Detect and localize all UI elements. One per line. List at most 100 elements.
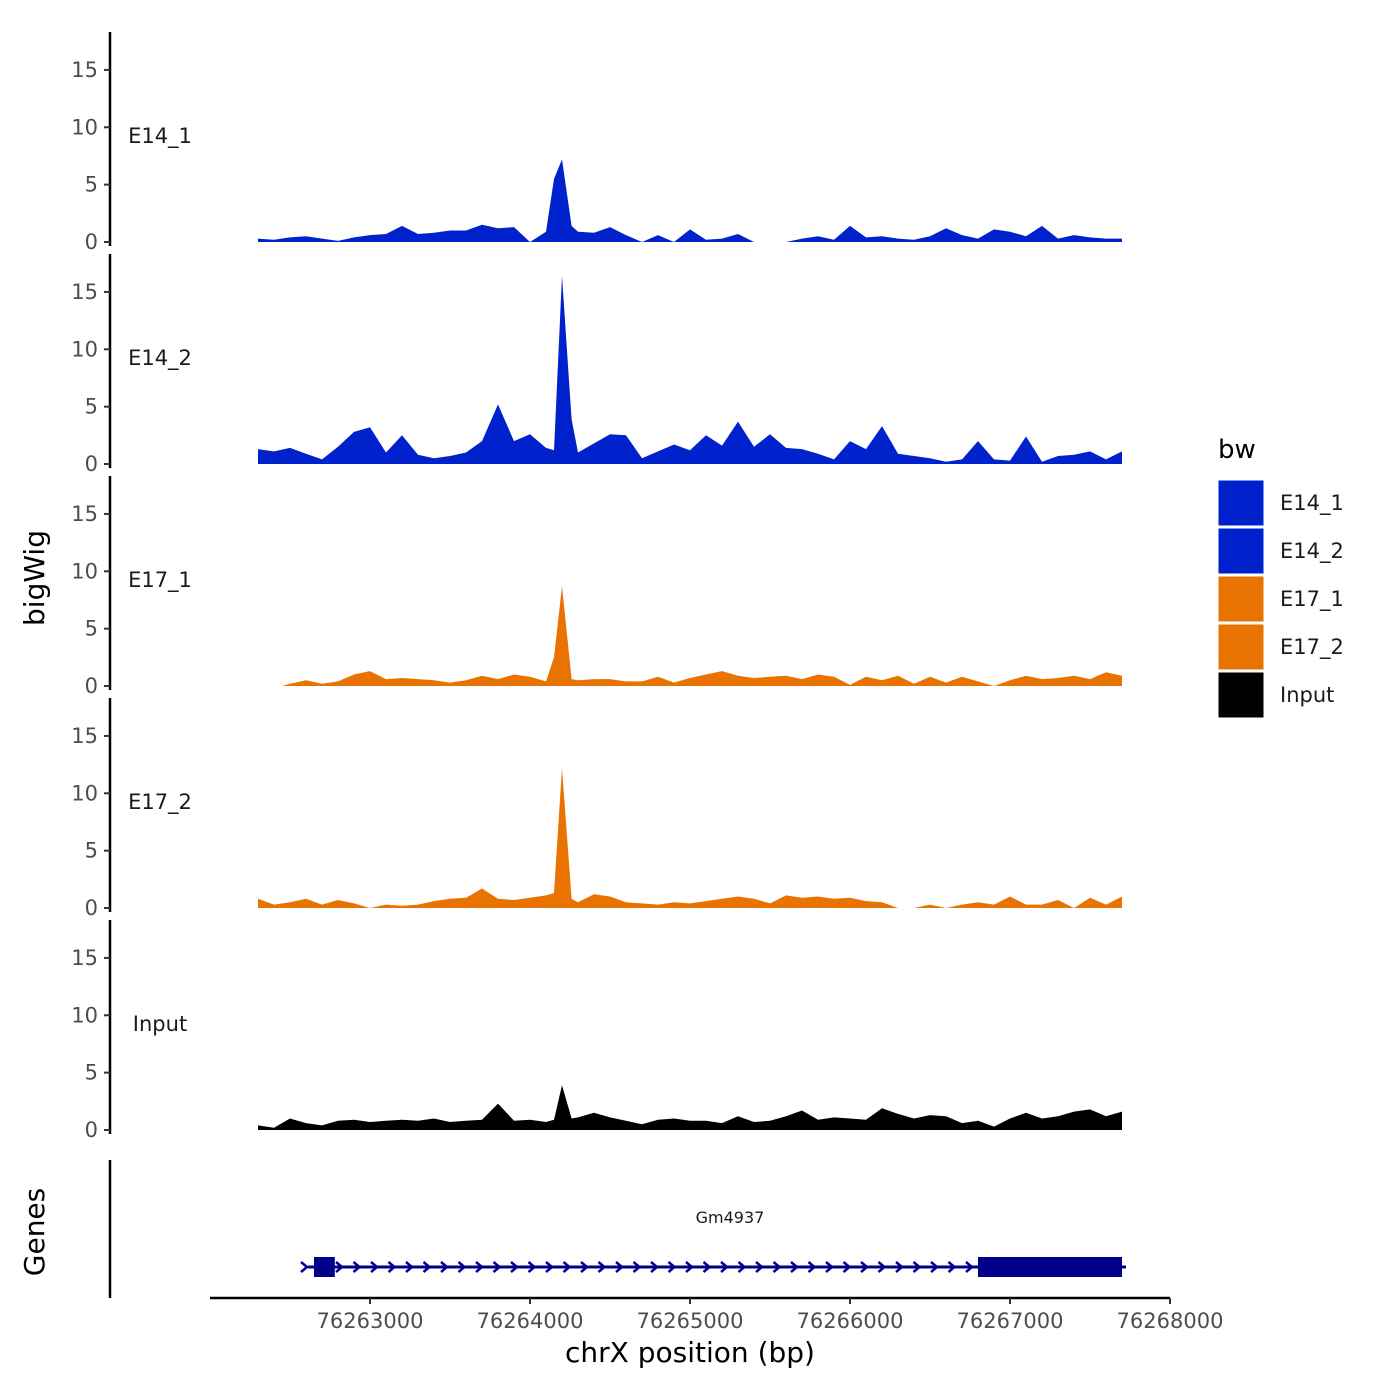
track-e17-2: 0 5 10 15 E17_2 bbox=[71, 698, 1122, 920]
y-tick-label: 15 bbox=[71, 58, 98, 82]
legend-item-e17-2: E17_2 bbox=[1217, 623, 1344, 671]
y-tick-label: 5 bbox=[85, 617, 98, 641]
strand-arrow-icon bbox=[527, 1261, 537, 1273]
y-tick-label: 10 bbox=[71, 337, 98, 361]
gene-label: Gm4937 bbox=[696, 1208, 765, 1227]
strand-arrow-icon bbox=[615, 1261, 624, 1273]
legend-swatch bbox=[1217, 671, 1265, 719]
strand-arrow-icon bbox=[475, 1261, 484, 1273]
coverage-area-e14-2 bbox=[258, 275, 1122, 464]
y-tick-label: 0 bbox=[85, 452, 98, 476]
track-e17-1: 0 5 10 15 E17_1 bbox=[71, 476, 1122, 698]
strand-arrow-icon bbox=[352, 1261, 362, 1273]
strand-arrow-icon bbox=[842, 1261, 852, 1273]
strand-arrow-icon bbox=[370, 1261, 379, 1273]
strand-arrow-icon bbox=[440, 1261, 449, 1273]
track-input: 0 5 10 15 Input bbox=[71, 920, 1122, 1142]
strand-arrow-icon bbox=[650, 1261, 659, 1273]
genes-panel: Gm4937 bbox=[108, 1160, 1126, 1298]
track-e14-1: 0 5 10 15 E14_1 bbox=[71, 32, 1122, 254]
x-tick-label: 76266000 bbox=[797, 1309, 904, 1333]
strand-arrow-icon bbox=[825, 1261, 834, 1273]
y-tick-label: 5 bbox=[85, 839, 98, 863]
y-tick-label: 5 bbox=[85, 395, 98, 419]
coverage-area-e17-2 bbox=[258, 768, 1122, 908]
y-tick-label: 0 bbox=[85, 230, 98, 254]
gene-gm4937: Gm4937 bbox=[300, 1208, 1126, 1277]
strand-arrow-icon bbox=[912, 1261, 922, 1273]
x-tick-label: 76267000 bbox=[957, 1309, 1064, 1333]
track-label-e14-1: E14_1 bbox=[128, 124, 192, 149]
y-tick-label: 15 bbox=[71, 946, 98, 970]
strand-arrow-icon bbox=[685, 1261, 694, 1273]
strand-arrow-icon bbox=[562, 1261, 572, 1273]
strand-arrow-icon bbox=[947, 1261, 957, 1273]
legend-label: Input bbox=[1280, 683, 1334, 707]
legend-swatch bbox=[1217, 575, 1265, 623]
y-tick-label: 15 bbox=[71, 502, 98, 526]
strand-arrow-icon bbox=[755, 1261, 764, 1273]
strand-arrow-icon bbox=[807, 1261, 817, 1273]
strand-arrow-icon bbox=[510, 1261, 519, 1273]
legend-item-e14-2: E14_2 bbox=[1217, 527, 1344, 575]
x-tick-label: 76265000 bbox=[637, 1309, 744, 1333]
legend-swatch bbox=[1217, 527, 1265, 575]
strand-arrow-icon bbox=[930, 1261, 939, 1273]
strand-arrow-icon bbox=[387, 1261, 397, 1273]
legend-label: E17_2 bbox=[1280, 635, 1344, 660]
strand-arrow-icon bbox=[860, 1261, 869, 1273]
coverage-area-e17-1 bbox=[282, 586, 1122, 686]
legend-label: E14_2 bbox=[1280, 539, 1344, 564]
strand-arrow-icon bbox=[405, 1261, 414, 1273]
strand-arrow-icon bbox=[580, 1261, 589, 1273]
strand-arrow-icon bbox=[877, 1261, 887, 1273]
y-tick-label: 5 bbox=[85, 173, 98, 197]
track-label-e14-2: E14_2 bbox=[128, 346, 192, 371]
y-tick-label: 10 bbox=[71, 115, 98, 139]
coverage-tracks: 0 5 10 15 E14_1 0 5 10 15 E14_2 0 5 10 15 E17_1 0 5 10 15 E… bbox=[71, 32, 1122, 1142]
strand-arrow-icon bbox=[772, 1261, 782, 1273]
x-tick-label: 76268000 bbox=[1117, 1309, 1224, 1333]
legend-swatch bbox=[1217, 623, 1265, 671]
y-tick-label: 10 bbox=[71, 781, 98, 805]
genes-axis-title: Genes bbox=[18, 1188, 51, 1276]
legend-label: E14_1 bbox=[1280, 491, 1344, 516]
coverage-area-e14-1 bbox=[258, 159, 1122, 242]
strand-arrow-icon bbox=[422, 1261, 432, 1273]
strand-arrow-icon bbox=[965, 1261, 974, 1273]
legend: bw E14_1 E14_2 E17_1 E17_2 Input bbox=[1217, 435, 1344, 719]
strand-arrow-icon bbox=[597, 1261, 607, 1273]
strand-arrow-icon bbox=[720, 1261, 729, 1273]
legend-title: bw bbox=[1218, 435, 1256, 465]
y-tick-label: 10 bbox=[71, 559, 98, 583]
strand-arrow-icon bbox=[895, 1261, 904, 1273]
track-e14-2: 0 5 10 15 E14_2 bbox=[71, 254, 1122, 476]
y-tick-label: 0 bbox=[85, 1118, 98, 1142]
strand-arrow-icon bbox=[457, 1261, 467, 1273]
strand-arrow-icon bbox=[737, 1261, 747, 1273]
strand-arrow-icon bbox=[335, 1261, 344, 1273]
legend-swatch bbox=[1217, 479, 1265, 527]
y-tick-label: 15 bbox=[71, 280, 98, 304]
gene-exon bbox=[978, 1257, 1122, 1277]
track-label-e17-1: E17_1 bbox=[128, 568, 192, 593]
track-label-e17-2: E17_2 bbox=[128, 790, 192, 815]
y-tick-label: 0 bbox=[85, 896, 98, 920]
strand-arrow-icon bbox=[667, 1261, 677, 1273]
legend-label: E17_1 bbox=[1280, 587, 1344, 612]
x-axis-title: chrX position (bp) bbox=[565, 1336, 815, 1369]
track-label-input: Input bbox=[133, 1012, 187, 1036]
strand-arrow-icon bbox=[702, 1261, 712, 1273]
strand-arrow-icon bbox=[632, 1261, 642, 1273]
y-tick-label: 15 bbox=[71, 724, 98, 748]
gene-exon bbox=[314, 1257, 335, 1277]
y-tick-label: 5 bbox=[85, 1061, 98, 1085]
strand-arrow-icon bbox=[300, 1261, 309, 1273]
legend-item-e14-1: E14_1 bbox=[1217, 479, 1344, 527]
y-tick-label: 0 bbox=[85, 674, 98, 698]
coverage-area-input bbox=[258, 1085, 1122, 1130]
strand-arrow-icon bbox=[790, 1261, 799, 1273]
x-tick-label: 76263000 bbox=[317, 1309, 424, 1333]
legend-item-input: Input bbox=[1217, 671, 1334, 719]
